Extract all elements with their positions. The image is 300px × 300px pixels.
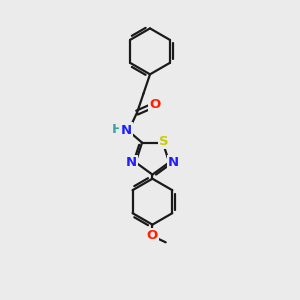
Text: O: O xyxy=(150,98,161,111)
Text: O: O xyxy=(147,229,158,242)
Text: N: N xyxy=(120,124,131,137)
Text: H: H xyxy=(112,123,123,136)
Text: N: N xyxy=(168,156,179,169)
Text: S: S xyxy=(159,135,169,148)
Text: N: N xyxy=(126,156,137,169)
